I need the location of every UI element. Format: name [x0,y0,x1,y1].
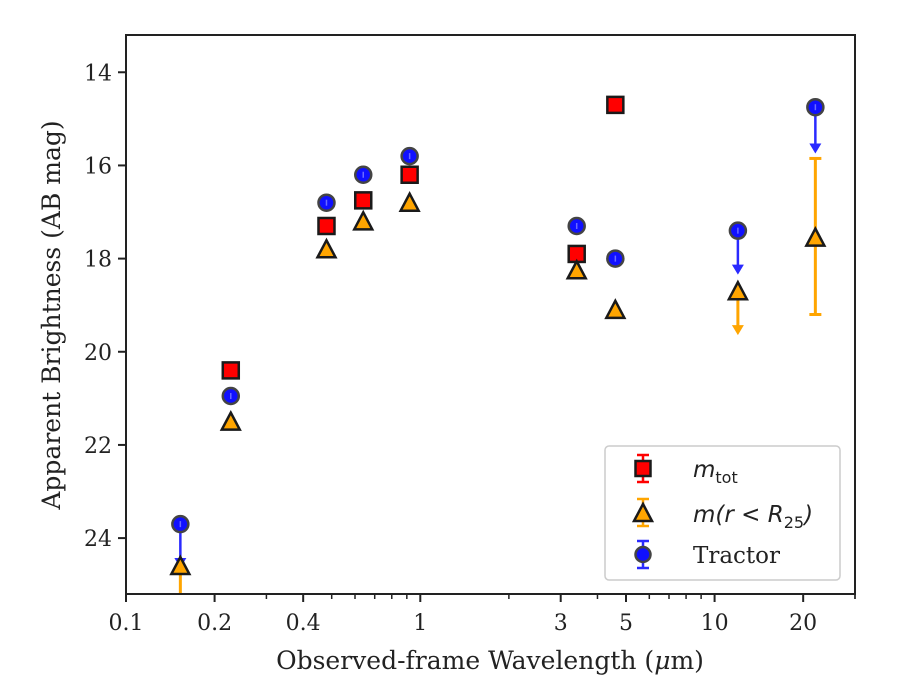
point-mtot [221,361,241,380]
y-axis: 14 16 18 20 22 24 [84,61,126,552]
point-mr25 [352,209,375,231]
point-mtot [606,95,625,115]
svg-text:m(r < R25): m(r < R25) [693,502,813,532]
legend-marker-square [634,459,652,478]
x-tick-label: 10 [701,611,729,636]
x-axis: 0.1 0.2 0.4 1 3 5 10 20 [109,594,856,636]
legend-entry-mtot: mtot [634,453,738,487]
point-mr25 [398,191,421,212]
point-mr25 [604,298,627,320]
upper-limit-arrow [731,264,744,275]
x-tick-label: 0.2 [197,611,232,636]
point-mr25 [726,279,749,301]
x-tick-label: 0.4 [286,611,321,636]
point-mtot [354,191,373,210]
point-mr25 [565,258,588,280]
x-tick-label: 5 [619,611,633,636]
legend-box [604,445,841,581]
point-mr25 [804,225,827,247]
x-tick-label: 20 [789,611,817,636]
upper-limit-arrow [731,325,744,336]
legend-label-mtot: m [693,457,715,483]
plot-frame [125,34,856,595]
point-mtot [317,216,336,236]
y-tick-label: 24 [84,527,112,552]
y-tick-label: 14 [84,61,112,86]
point-mr25 [169,554,192,576]
y-tick-label: 22 [84,434,112,459]
legend-marker-triangle [631,501,655,523]
x-tick-label: 3 [554,611,568,636]
svg-text:mtot: mtot [693,457,738,487]
legend-entry-tractor: Tractor [634,539,780,570]
y-tick-label: 16 [84,154,112,179]
legend: mtot m(r < R25) Tractor [604,445,841,581]
legend-label-mr: m(r < R [693,502,784,528]
y-axis-label: Apparent Brightness (AB mag) [37,120,66,510]
legend-label-mr-sub: 25 [784,513,804,532]
legend-entry-mr25: m(r < R25) [631,497,813,532]
y-tick-label: 20 [84,341,112,366]
legend-label-mtot-sub: tot [715,468,737,487]
x-tick-label: 1 [413,611,427,636]
x-tick-label: 0.1 [109,611,144,636]
point-mtot [400,165,419,184]
point-mr25 [219,409,242,431]
legend-marker-circle [634,545,652,564]
x-axis-label: Observed-frame Wavelength (μm) [276,646,704,675]
legend-label-mr-close: ) [802,502,813,528]
point-mr25 [315,237,338,259]
plot-area [169,95,827,594]
legend-label-tractor: Tractor [693,543,780,569]
upper-limit-arrow [809,143,822,154]
y-tick-label: 18 [84,248,112,273]
